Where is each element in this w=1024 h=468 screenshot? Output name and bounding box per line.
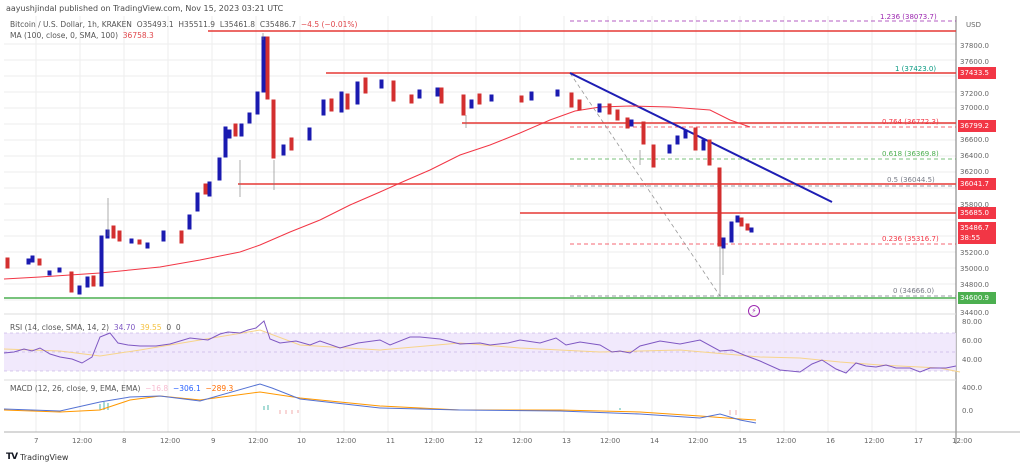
fib-label-1236: 1.236 (38073.7): [880, 13, 937, 21]
time-tick: 12:00: [336, 437, 357, 445]
price-tick: 34800.0: [960, 281, 989, 289]
tradingview-logo-icon: TV: [6, 452, 18, 462]
price-tick: 37000.0: [960, 104, 989, 112]
macd-hist-value: −16.8: [145, 384, 169, 393]
time-tick: 7: [34, 437, 39, 445]
time-tick: 14: [650, 437, 659, 445]
time-tick: 12:00: [248, 437, 269, 445]
price-tag-current: 35486.7: [958, 222, 996, 234]
price-tick: 36400.0: [960, 152, 989, 160]
time-tick: 12:00: [864, 437, 885, 445]
bearish-trendline: [569, 72, 833, 203]
fib-label-05: 0.5 (36044.5): [887, 176, 935, 184]
tradingview-brand: TradingView: [20, 452, 69, 462]
low-value: L35461.8: [219, 20, 256, 29]
price-tick: 35800.0: [960, 201, 989, 209]
rsi-tick: 60.00: [962, 337, 983, 345]
time-tick: 12:00: [952, 437, 973, 445]
time-tick: 11: [386, 437, 395, 445]
price-tick: 37600.0: [960, 58, 989, 66]
macd-value: −306.1: [172, 384, 201, 393]
time-tick: 8: [122, 437, 127, 445]
rsi-line: [3, 320, 957, 374]
time-tick: 12:00: [776, 437, 797, 445]
macd-label: MACD (12, 26, close, 9, EMA, EMA): [10, 384, 141, 393]
fib-label-0: 0 (34666.0): [893, 287, 935, 295]
rsi-label: RSI (14, close, SMA, 14, 2): [10, 323, 110, 332]
change-value: −4.5 (−0.01%): [300, 20, 358, 29]
time-tick: 12:00: [688, 437, 709, 445]
footer-brand: TV TradingView: [6, 452, 68, 462]
price-tick: 34400.0: [960, 309, 989, 317]
time-tick: 12:00: [424, 437, 445, 445]
rsi-sma-value: 39.55: [140, 323, 162, 332]
macd-legend: MACD (12, 26, close, 9, EMA, EMA) −16.8 …: [10, 384, 233, 393]
horizontal-levels: [208, 30, 956, 214]
close-value: C35486.7: [259, 20, 297, 29]
macd-signal-value: −289.3: [205, 384, 234, 393]
macd-signal-line: [3, 391, 757, 421]
time-tick: 12:00: [512, 437, 533, 445]
time-tick: 9: [211, 437, 216, 445]
price-tick: 36200.0: [960, 168, 989, 176]
candlesticks: [5, 33, 754, 296]
open-value: O35493.1: [136, 20, 174, 29]
rsi-extra-2: 0: [175, 323, 181, 332]
ma-legend: MA (100, close, 0, SMA, 100) 36758.3: [10, 31, 154, 40]
rsi-tick: 40.00: [962, 356, 983, 364]
time-tick: 17: [914, 437, 923, 445]
price-tick: 37800.0: [960, 42, 989, 50]
macd-histogram: [99, 402, 621, 410]
fib-levels: [569, 20, 956, 297]
symbol-label: Bitcoin / U.S. Dollar, 1h, KRAKEN: [10, 20, 132, 29]
ma-label: MA (100, close, 0, SMA, 100): [10, 31, 118, 40]
ohlc-legend: Bitcoin / U.S. Dollar, 1h, KRAKEN O35493…: [10, 20, 357, 29]
rsi-tick: 80.00: [962, 318, 983, 326]
high-value: H35511.9: [178, 20, 216, 29]
ma-100-line: [3, 105, 751, 280]
price-tag-37433: 37433.5: [958, 67, 996, 79]
time-tick: 13: [562, 437, 571, 445]
time-tick: 16: [826, 437, 835, 445]
price-tag-34600: 34600.9: [958, 292, 996, 304]
publisher-caption: aayushjindal published on TradingView.co…: [6, 4, 284, 13]
bar-countdown: 38:55: [958, 232, 996, 244]
rsi-legend: RSI (14, close, SMA, 14, 2) 34.70 39.55 …: [10, 323, 181, 332]
time-tick: 12:00: [72, 437, 93, 445]
macd-tick: 0.0: [962, 407, 974, 415]
rsi-value: 34.70: [113, 323, 136, 332]
rsi-extra-1: 0: [166, 323, 172, 332]
fib-label-0236: 0.236 (35316.7): [882, 235, 939, 243]
price-tick: 36600.0: [960, 136, 989, 144]
time-tick: 12: [474, 437, 483, 445]
fib-label-0764: 0.764 (36772.3): [882, 118, 939, 126]
fib-label-0618: 0.618 (36369.8): [882, 150, 939, 158]
ma-value: 36758.3: [122, 31, 154, 40]
price-tag-36799: 36799.2: [958, 120, 996, 132]
price-tick: 37200.0: [960, 90, 989, 98]
time-tick: 15: [738, 437, 747, 445]
price-tick: 35200.0: [960, 249, 989, 257]
price-tick: 35000.0: [960, 265, 989, 273]
lightning-event-icon[interactable]: ⚡: [748, 305, 760, 317]
time-tick: 12:00: [600, 437, 621, 445]
time-tick: 12:00: [160, 437, 181, 445]
grid-horizontal: [4, 43, 956, 301]
price-tag-35685: 35685.0: [958, 207, 996, 219]
fib-label-1: 1 (37423.0): [895, 65, 937, 73]
time-tick: 10: [297, 437, 306, 445]
macd-line: [3, 383, 757, 424]
currency-label: USD: [966, 21, 981, 29]
price-tag-36041: 36041.7: [958, 178, 996, 190]
macd-tick: 400.0: [962, 384, 983, 392]
